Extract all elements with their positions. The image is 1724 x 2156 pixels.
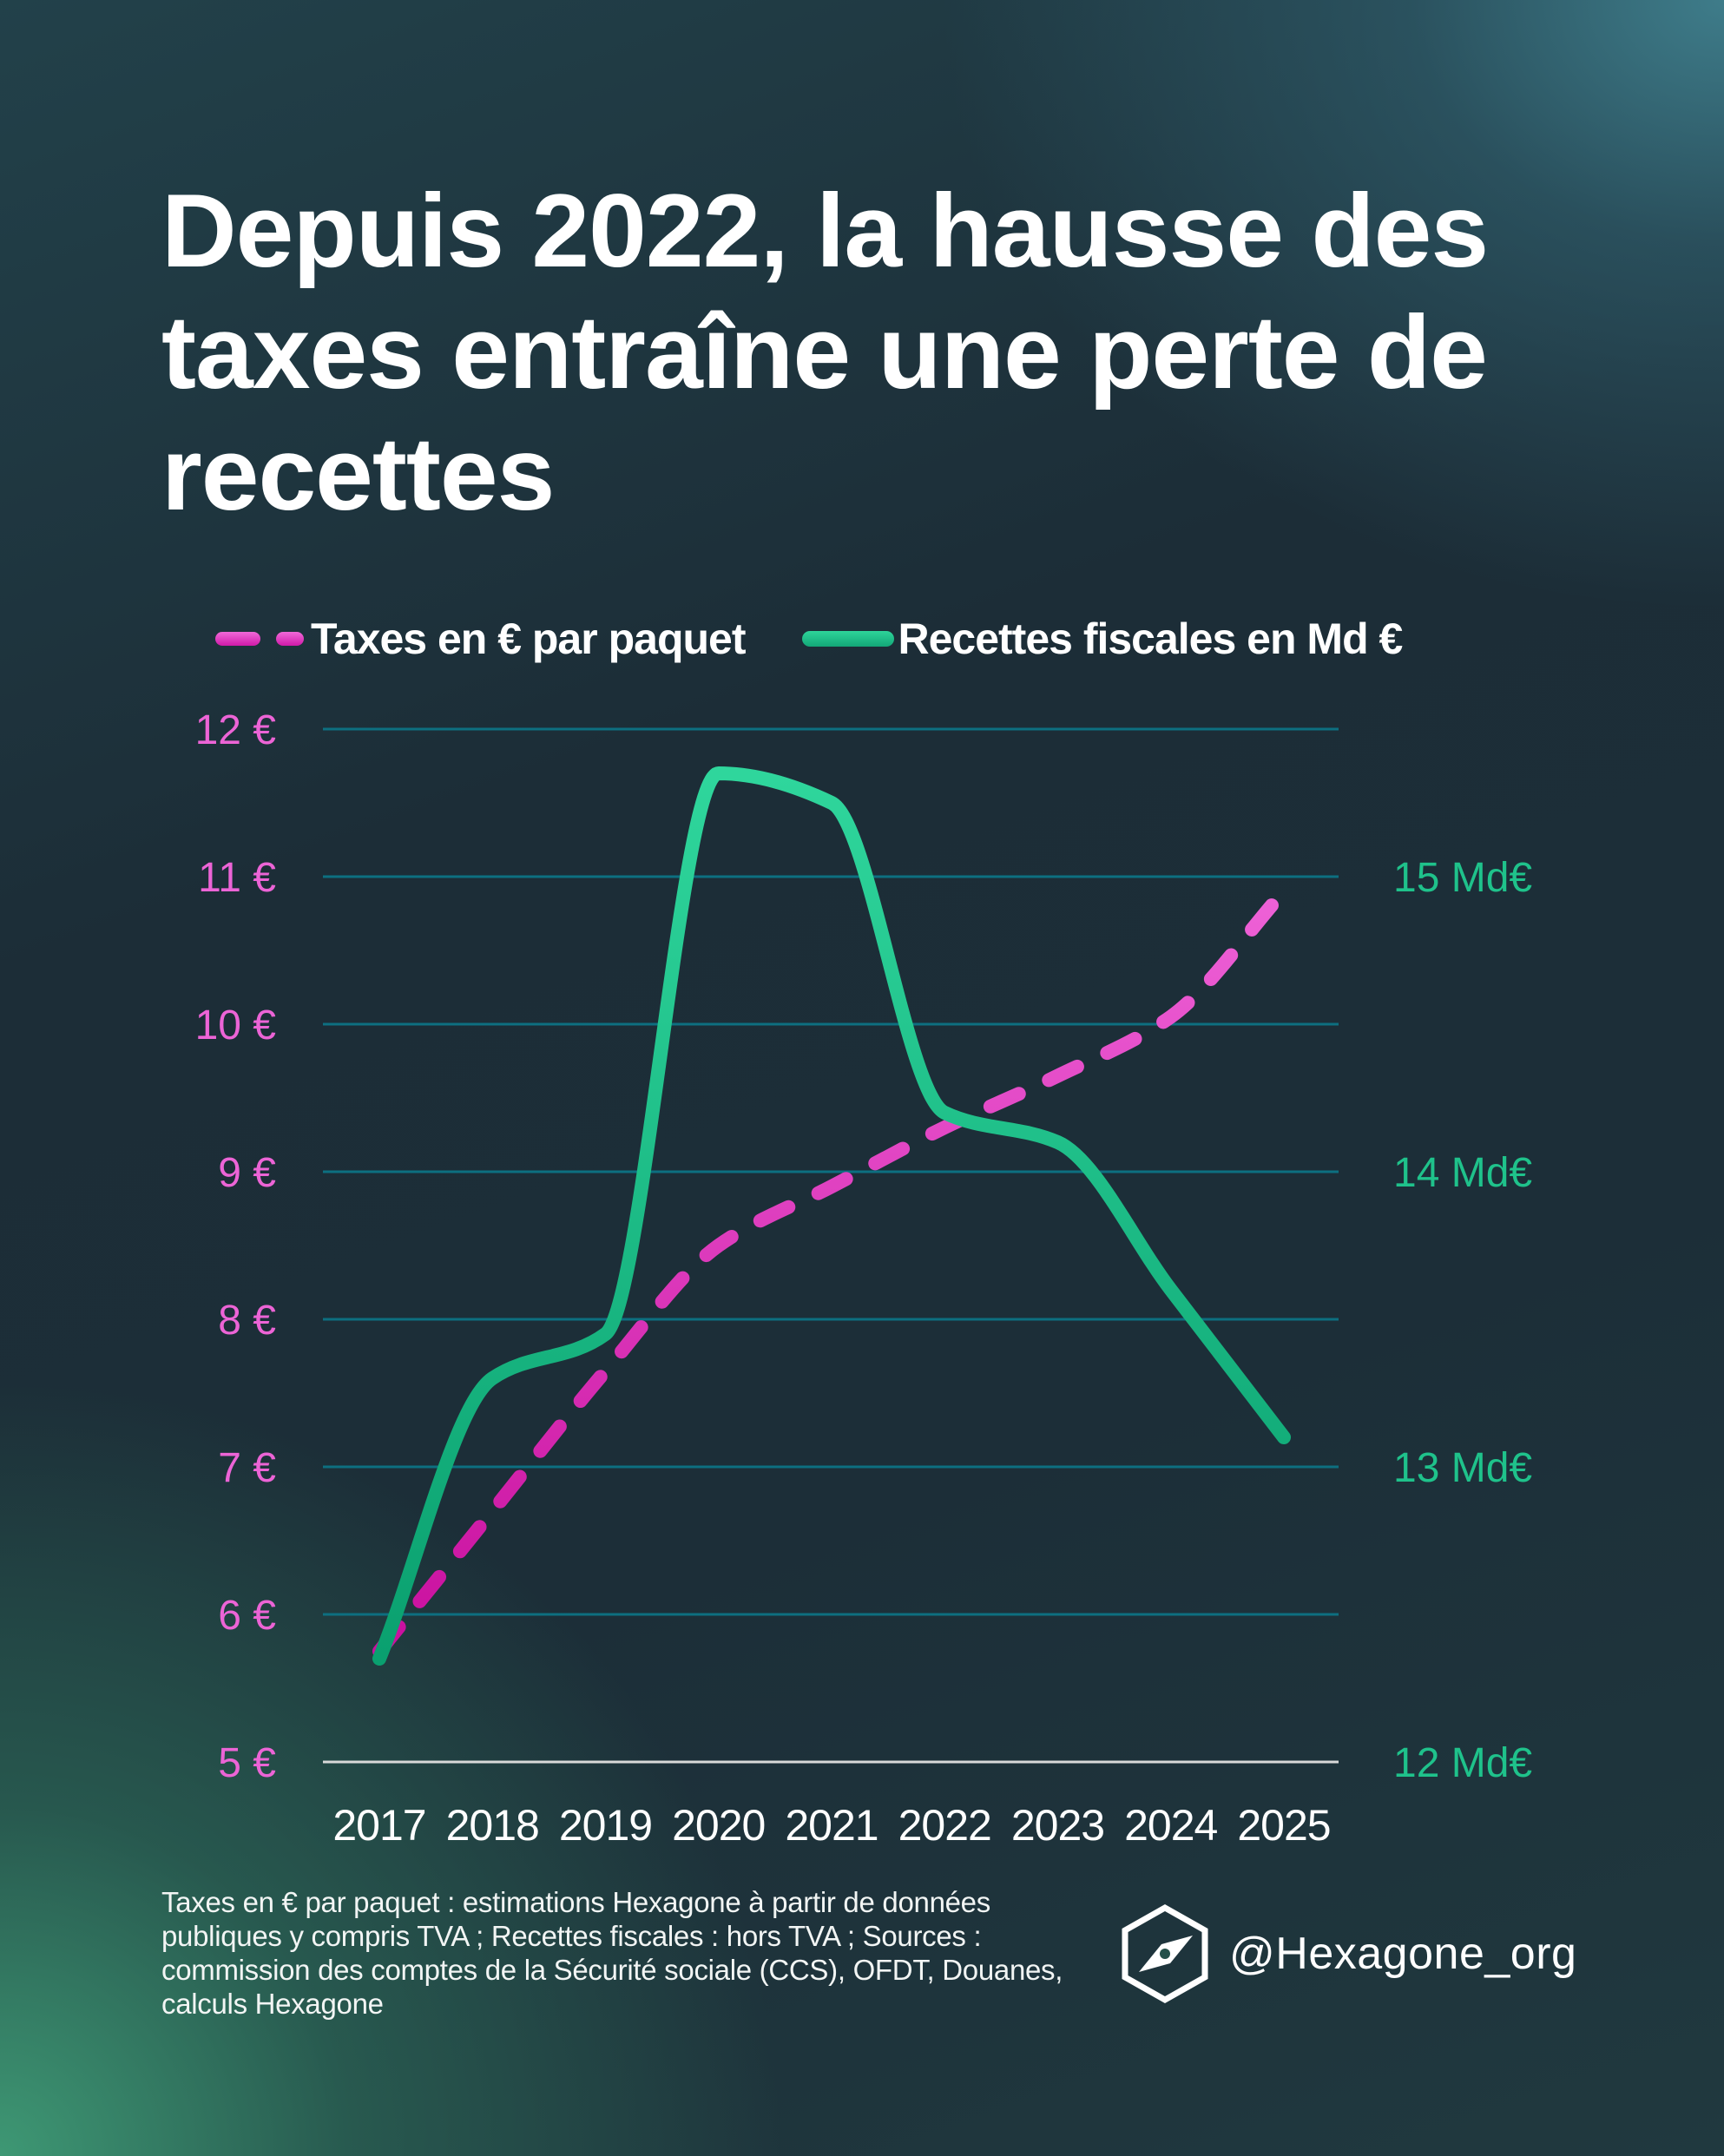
legend-label-taxes: Taxes en € par paquet — [311, 615, 746, 663]
left-tick-label: 7 € — [218, 1445, 276, 1491]
series — [372, 766, 1291, 1666]
legend-item-taxes: Taxes en € par paquet — [215, 614, 746, 664]
footnote-sources: Taxes en € par paquet : estimations Hexa… — [161, 1886, 1063, 2020]
left-tick-label: 10 € — [195, 1002, 277, 1048]
left-tick-label: 11 € — [198, 855, 276, 901]
right-tick-label: 12 Md€ — [1393, 1740, 1532, 1786]
left-axis: 5 € 6 € 7 € 8 € 9 € 10 € 11 € 12 € — [195, 707, 277, 1786]
brand: @Hexagone_org — [1120, 1903, 1576, 2005]
legend-label-recettes: Recettes fiscales en Md € — [898, 615, 1403, 663]
x-tick-label: 2022 — [898, 1801, 991, 1850]
x-tick-label: 2019 — [559, 1801, 652, 1850]
x-tick-label: 2024 — [1124, 1801, 1217, 1850]
legend-item-recettes: Recettes fiscales en Md € — [802, 614, 1403, 664]
x-axis: 2017 2018 2019 2020 2021 2022 2023 2024 2025 — [332, 1801, 1331, 1850]
right-tick-label: 14 Md€ — [1393, 1150, 1532, 1196]
x-tick-label: 2018 — [446, 1801, 539, 1850]
right-tick-label: 13 Md€ — [1393, 1445, 1532, 1491]
hexagon-compass-icon — [1122, 1903, 1208, 2004]
left-tick-label: 9 € — [218, 1150, 276, 1196]
left-tick-label: 5 € — [218, 1740, 276, 1786]
line-chart: 5 € 6 € 7 € 8 € 9 € 10 € 11 € 12 € 12 Md€ 13 Md€… — [194, 707, 1533, 1850]
x-tick-label: 2017 — [332, 1801, 425, 1850]
chart-title: Depuis 2022, la hausse des taxes entraîn… — [161, 173, 1489, 532]
gridlines — [323, 727, 1339, 1764]
left-tick-label: 12 € — [195, 707, 277, 753]
x-tick-label: 2020 — [672, 1801, 765, 1850]
brand-handle: @Hexagone_org — [1229, 1929, 1577, 1979]
right-tick-label: 15 Md€ — [1393, 855, 1532, 901]
left-tick-label: 8 € — [218, 1298, 276, 1344]
series-line-recettes — [372, 766, 1291, 1666]
right-axis: 12 Md€ 13 Md€ 14 Md€ 15 Md€ — [1393, 855, 1532, 1786]
dashed-line-swatch-icon — [215, 632, 304, 646]
solid-line-swatch-icon — [802, 631, 895, 647]
x-tick-label: 2021 — [785, 1801, 878, 1850]
series-line-taxes — [372, 884, 1291, 1659]
left-tick-label: 6 € — [218, 1593, 276, 1639]
legend: Taxes en € par paquet Recettes fiscales … — [215, 608, 1403, 670]
x-tick-label: 2023 — [1011, 1801, 1104, 1850]
x-tick-label: 2025 — [1237, 1801, 1330, 1850]
